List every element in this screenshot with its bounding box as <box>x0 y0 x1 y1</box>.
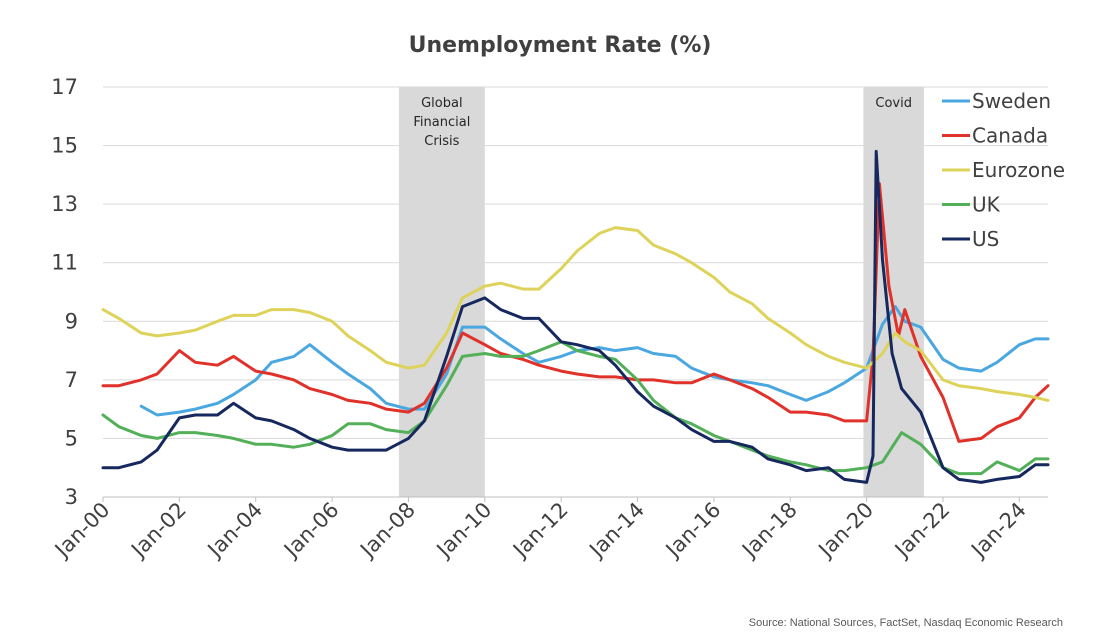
legend-label-sweden: Sweden <box>972 89 1051 113</box>
y-tick-label: 5 <box>65 426 78 450</box>
legend-label-canada: Canada <box>972 124 1048 148</box>
series-lines <box>101 149 1050 484</box>
x-tick-label: Jan-16 <box>660 498 726 564</box>
x-tick-label: Jan-04 <box>202 498 268 564</box>
x-tick-label: Jan-14 <box>584 498 650 564</box>
x-tick-label: Jan-22 <box>889 498 955 564</box>
shaded-period-label: Covid <box>875 96 912 111</box>
x-tick-label: Jan-18 <box>736 498 802 564</box>
x-tick-label: Jan-02 <box>125 498 191 564</box>
x-tick-label: Jan-20 <box>813 498 879 564</box>
x-tick-label: Jan-00 <box>49 498 115 564</box>
y-axis: 3 5 7 9 11 13 15 17 <box>51 75 78 509</box>
x-tick-label: Jan-08 <box>354 498 420 564</box>
chart-title: Unemployment Rate (%) <box>409 33 712 58</box>
x-tick-label: Jan-06 <box>278 498 344 564</box>
x-tick-label: Jan-10 <box>431 498 497 564</box>
series-line-uk <box>101 340 1050 476</box>
x-axis: Jan-00 Jan-02 Jan-04 Jan-06 Jan-08 Jan-10 Jan-… <box>49 497 1031 563</box>
legend-label-uk: UK <box>972 193 1001 217</box>
x-tick-label: Jan-12 <box>507 498 573 564</box>
source-note: Source: National Sources, FactSet, Nasda… <box>749 617 1063 629</box>
y-tick-label: 3 <box>65 485 78 509</box>
y-tick-label: 9 <box>65 309 78 333</box>
gridlines <box>103 86 1048 498</box>
x-tick-label: Jan-24 <box>965 498 1031 564</box>
series-line-canada <box>101 182 1050 443</box>
y-tick-label: 15 <box>51 134 78 158</box>
series-line-eurozone <box>101 226 1050 402</box>
legend-label-eurozone: Eurozone <box>972 158 1065 182</box>
legend: Sweden Canada Eurozone UK US <box>942 89 1065 251</box>
legend-label-us: US <box>972 227 999 251</box>
shaded-period-label: Global <box>421 96 462 111</box>
y-tick-label: 17 <box>51 75 78 99</box>
shaded-period-label: Crisis <box>424 134 459 149</box>
y-tick-label: 11 <box>51 251 78 275</box>
shaded-period-label: Financial <box>413 115 470 130</box>
y-tick-label: 13 <box>51 192 78 216</box>
series-line-us <box>101 149 1050 484</box>
y-tick-label: 7 <box>65 368 78 392</box>
shaded-periods: Global Financial Crisis Covid <box>398 87 924 497</box>
